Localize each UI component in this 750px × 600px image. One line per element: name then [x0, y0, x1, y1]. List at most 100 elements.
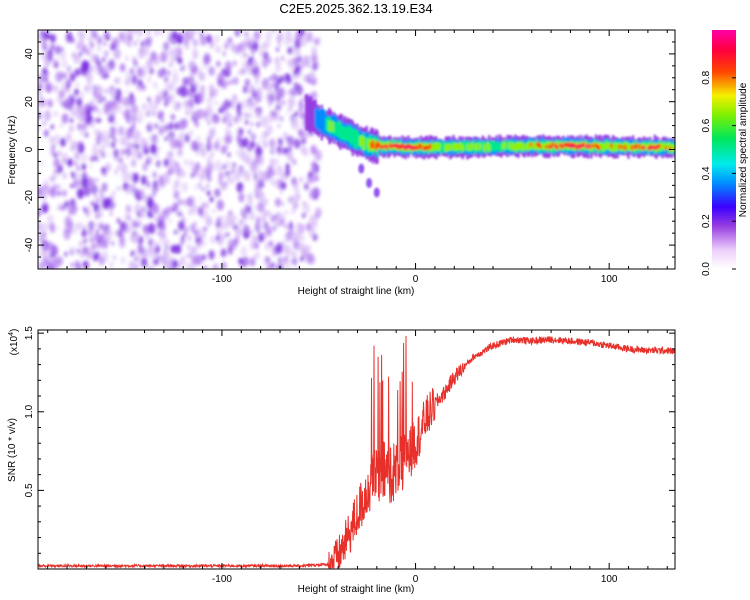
colorbar-band: [712, 249, 736, 252]
noise-blob: [62, 172, 68, 180]
colorbar-band: [712, 95, 736, 99]
noise-blob: [66, 65, 71, 72]
ridge-cell: [469, 144, 472, 151]
noise-blob: [129, 92, 134, 99]
noise-blob: [146, 75, 152, 84]
noise-blob: [56, 97, 60, 103]
noise-blob: [134, 222, 138, 228]
noise-blob: [121, 136, 128, 146]
noise-blob: [294, 138, 301, 149]
noise-blob: [101, 166, 107, 175]
noise-blob: [308, 171, 313, 178]
noise-blob: [170, 113, 176, 121]
ridge-cell: [409, 144, 412, 149]
ridge-cell: [390, 144, 393, 149]
ridge-cell: [343, 127, 347, 141]
noise-blob: [84, 186, 91, 197]
ridge-cell: [376, 141, 379, 148]
noise-blob: [137, 117, 142, 124]
noise-blob: [61, 82, 66, 90]
noise-blob: [253, 107, 258, 114]
noise-blob: [55, 59, 58, 64]
noise-blob: [98, 222, 104, 231]
x-tick-label: 100: [601, 574, 618, 585]
noise-blob: [93, 105, 98, 113]
noise-blob: [265, 31, 273, 42]
noise-blob: [163, 124, 169, 132]
noise-blob: [249, 140, 255, 149]
noise-blob: [305, 246, 309, 251]
noise-blob: [187, 87, 195, 99]
ridge-cell: [453, 142, 457, 151]
colorbar-band: [712, 99, 736, 103]
noise-blob: [57, 191, 61, 196]
ridge-cell: [515, 142, 519, 150]
noise-blob: [292, 239, 300, 250]
ridge-cell: [638, 144, 641, 150]
noise-blob: [199, 196, 202, 200]
noise-blob: [97, 117, 101, 124]
noise-blob: [99, 188, 103, 195]
snr-ylabel: SNR (10 * v/v): [7, 418, 18, 482]
noise-blob: [168, 217, 172, 224]
noise-blob: [146, 111, 150, 117]
noise-blob: [197, 141, 205, 153]
colorbar-band: [712, 109, 736, 113]
colorbar-band: [712, 113, 736, 117]
noise-blob: [97, 109, 102, 116]
ridge-cell: [573, 143, 576, 147]
noise-blob: [132, 132, 140, 144]
ridge-cell: [528, 142, 531, 150]
ridge-cell: [608, 143, 612, 151]
colorbar-band: [712, 119, 736, 123]
noise-blob: [271, 262, 276, 269]
noise-blob: [200, 33, 203, 38]
noise-blob: [62, 72, 68, 80]
noise-blob: [311, 53, 318, 63]
noise-blob: [245, 203, 248, 209]
noise-blob: [177, 198, 183, 205]
noise-blob: [70, 223, 78, 235]
noise-blob: [157, 261, 160, 266]
noise-blob: [153, 259, 158, 266]
noise-blob: [149, 247, 157, 259]
ridge-cell: [560, 143, 564, 150]
y-tick-label: 1.5: [24, 326, 35, 340]
ridge-cell: [432, 143, 435, 150]
noise-blob: [84, 86, 87, 91]
noise-blob: [178, 148, 183, 155]
colorbar-band: [712, 193, 736, 196]
noise-blob: [63, 229, 71, 240]
noise-blob: [133, 59, 139, 68]
ridge-cell: [610, 143, 613, 149]
colorbar-band: [712, 125, 736, 129]
noise-blob: [191, 254, 199, 266]
noise-blob: [236, 102, 242, 110]
ridge-cell: [337, 121, 340, 138]
noise-blob: [216, 60, 221, 68]
noise-blob: [166, 70, 171, 76]
noise-blob: [240, 99, 248, 110]
ridge-cell: [398, 144, 401, 148]
noise-blob: [199, 35, 207, 46]
noise-blob: [81, 44, 88, 54]
noise-blob: [144, 148, 149, 155]
colorbar-band: [712, 223, 736, 226]
noise-blob: [244, 214, 248, 220]
noise-blob: [101, 57, 106, 63]
noise-blob: [189, 65, 193, 69]
noise-blob: [227, 80, 231, 85]
ridge-cell: [670, 145, 673, 152]
noise-blob: [228, 122, 232, 127]
noise-blob: [170, 47, 178, 59]
noise-blob: [144, 49, 149, 56]
colorbar-band: [712, 139, 736, 143]
noise-blob: [143, 71, 147, 77]
noise-blob: [40, 30, 44, 36]
ridge-cell: [340, 125, 344, 140]
noise-blob: [74, 206, 78, 212]
ridge-cell: [661, 142, 664, 149]
noise-blob: [167, 86, 171, 91]
noise-blob: [208, 66, 215, 76]
noise-blob: [181, 170, 187, 178]
